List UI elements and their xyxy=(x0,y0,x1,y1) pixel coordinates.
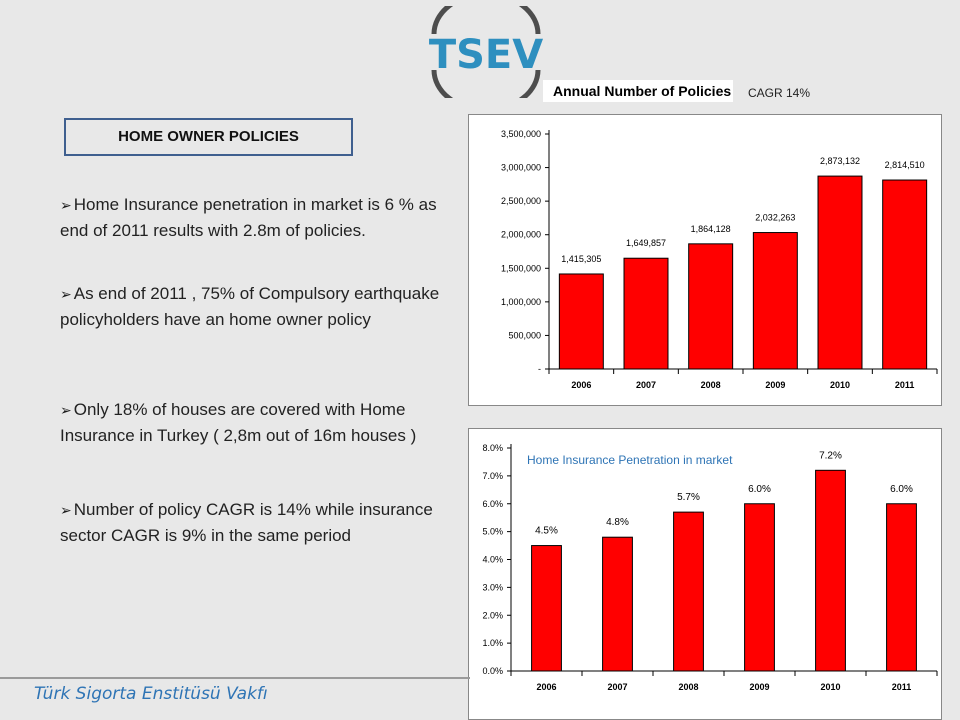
bar-2006 xyxy=(531,545,562,672)
y-tick-label: 0.0% xyxy=(482,666,503,676)
arrow-bullet-icon: ➢ xyxy=(60,286,72,302)
y-tick-label: 6.0% xyxy=(482,499,503,509)
x-tick-label-2010: 2010 xyxy=(830,380,850,390)
bar-2007 xyxy=(623,257,669,370)
y-tick-label: 4.0% xyxy=(482,555,503,565)
y-tick-label: 2.0% xyxy=(482,610,503,620)
bar-2010 xyxy=(817,175,863,370)
bullet-item-3: ➢ Only 18% of houses are covered with Hom… xyxy=(60,400,417,445)
x-tick-label-2009: 2009 xyxy=(749,682,769,692)
y-tick-label: 2,500,000 xyxy=(501,196,541,206)
y-tick-label: - xyxy=(538,364,541,374)
x-tick-label-2007: 2007 xyxy=(636,380,656,390)
bullet-item-4: ➢ Number of policy CAGR is 14% while insu… xyxy=(60,500,433,545)
y-tick-label: 2,000,000 xyxy=(501,230,541,240)
bar-2011 xyxy=(886,503,917,672)
x-tick-label-2011: 2011 xyxy=(892,682,912,692)
x-tick-label-2006: 2006 xyxy=(571,380,591,390)
data-label-2009: 6.0% xyxy=(748,484,771,495)
y-tick-label: 8.0% xyxy=(482,443,503,453)
y-tick-label: 3.0% xyxy=(482,582,503,592)
tsev-logo: TSEV xyxy=(404,6,568,98)
y-tick-label: 1,500,000 xyxy=(501,263,541,273)
x-tick-label-2008: 2008 xyxy=(678,682,698,692)
penetration-bar-chart: 0.0% 1.0% 2.0% 3.0% 4.0% 5.0% 6.0% 7.0% 8.0% 4.5%… xyxy=(468,428,942,720)
bar-2011 xyxy=(882,179,928,370)
y-tick-label: 1,000,000 xyxy=(501,297,541,307)
data-label-2008: 1,864,128 xyxy=(691,224,731,234)
y-tick-label: 3,000,000 xyxy=(501,163,541,173)
data-label-2006: 1,415,305 xyxy=(561,254,601,264)
bar-2007 xyxy=(602,536,633,672)
arrow-bullet-icon: ➢ xyxy=(60,402,72,418)
data-label-2007: 1,649,857 xyxy=(626,238,666,248)
footer-organization: Türk Sigorta Enstitüsü Vakfı xyxy=(34,684,268,704)
x-tick-label-2008: 2008 xyxy=(701,380,721,390)
x-tick-label-2006: 2006 xyxy=(536,682,556,692)
bullet-item-2: ➢ As end of 2011 , 75% of Compulsory eart… xyxy=(60,284,440,329)
y-tick-label: 3,500,000 xyxy=(501,129,541,139)
data-label-2008: 5.7% xyxy=(677,492,700,503)
data-label-2010: 7.2% xyxy=(819,450,842,461)
arrow-bullet-icon: ➢ xyxy=(60,197,72,213)
data-label-2009: 2,032,263 xyxy=(755,213,795,223)
data-label-2006: 4.5% xyxy=(535,526,558,537)
y-tick-label: 500,000 xyxy=(508,330,541,340)
cagr-label: CAGR 14% xyxy=(748,86,811,100)
chart-title: Home Insurance Penetration in market xyxy=(527,453,733,467)
bar-2008 xyxy=(673,511,704,672)
policies-bar-chart: - 500,000 1,000,000 1,500,000 2,000,000 2,500… xyxy=(468,114,942,406)
footer-divider xyxy=(0,677,470,679)
bar-2008 xyxy=(688,243,734,370)
section-title: HOME OWNER POLICIES xyxy=(64,118,353,156)
y-tick-label: 7.0% xyxy=(482,471,503,481)
svg-text:TSEV: TSEV xyxy=(429,32,543,78)
x-tick-label-2011: 2011 xyxy=(895,380,915,390)
x-tick-label-2007: 2007 xyxy=(607,682,627,692)
y-tick-label: 5.0% xyxy=(482,527,503,537)
y-tick-label: 1.0% xyxy=(482,638,503,648)
bar-2009 xyxy=(752,232,798,370)
bar-2009 xyxy=(744,503,775,672)
data-label-2011: 6.0% xyxy=(890,484,913,495)
data-label-2007: 4.8% xyxy=(606,517,629,528)
bar-2006 xyxy=(558,273,604,370)
bullet-item-1: ➢ Home Insurance penetration in market is… xyxy=(60,195,437,240)
chart1-title: Annual Number of Policies xyxy=(543,80,733,102)
data-label-2011: 2,814,510 xyxy=(885,160,925,170)
data-label-2010: 2,873,132 xyxy=(820,156,860,166)
x-tick-label-2010: 2010 xyxy=(820,682,840,692)
x-tick-label-2009: 2009 xyxy=(765,380,785,390)
bar-2010 xyxy=(815,469,846,672)
arrow-bullet-icon: ➢ xyxy=(60,502,72,518)
